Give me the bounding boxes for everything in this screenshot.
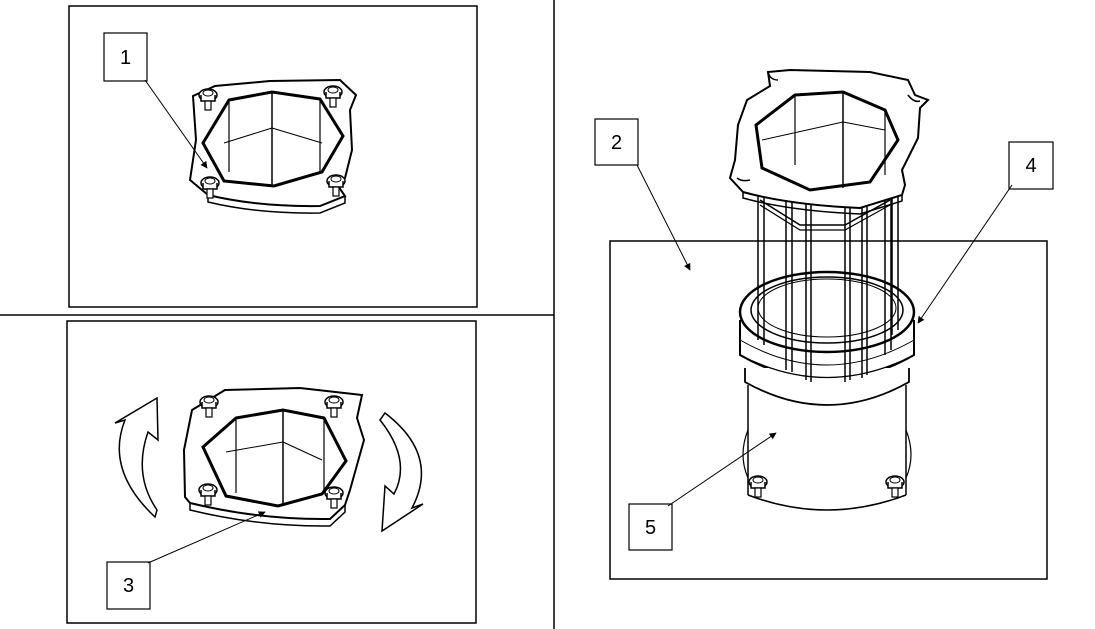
callout-4: 4 (1025, 155, 1036, 177)
rotate-clockwise-arrow (379, 411, 424, 533)
callout-1: 1 (120, 47, 131, 69)
callout-5: 5 (645, 517, 656, 539)
panel-step-2: 2 4 5 (594, 68, 1054, 580)
rotate-counterclockwise-arrow (114, 396, 159, 519)
panel-step-1: 1 (68, 5, 478, 308)
panel-step-3: 3 (66, 320, 477, 624)
octagon-cage-1 (201, 90, 345, 188)
top-octagon-cage (754, 90, 900, 192)
callout-3: 3 (123, 575, 134, 597)
callout-2: 2 (611, 132, 622, 154)
collar-ring (738, 270, 916, 406)
octagon-cage-3 (201, 408, 348, 508)
